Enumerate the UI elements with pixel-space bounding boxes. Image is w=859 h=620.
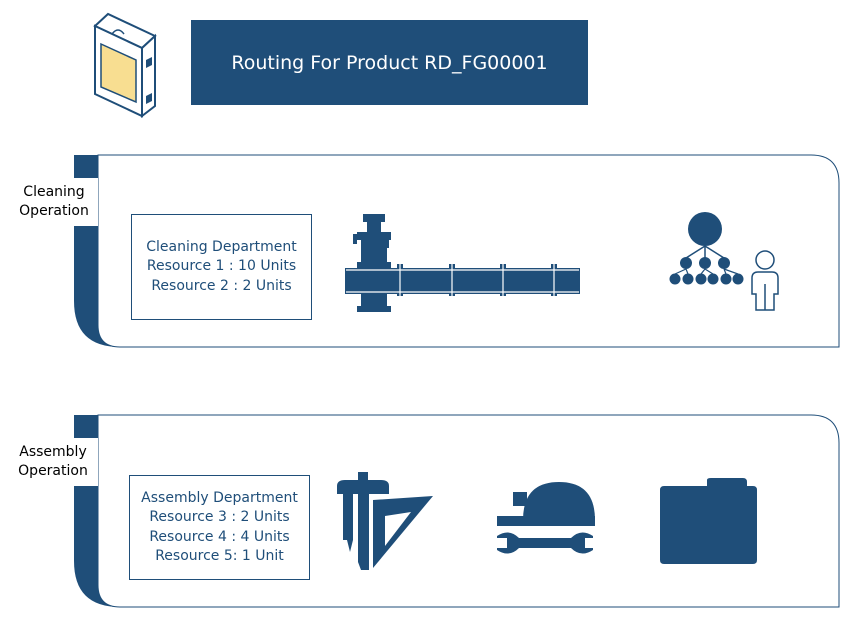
drafting-tools-icon — [337, 472, 433, 570]
department-name: Cleaning Department — [146, 238, 297, 255]
hardhat-wrench-icon — [495, 482, 597, 554]
page-title: Routing For Product RD_FG00001 — [191, 20, 588, 105]
resource-line: Resource 5: 1 Unit — [155, 548, 284, 564]
folder-icon — [660, 478, 757, 564]
cleaning-department-box: Cleaning Department Resource 1 : 10 Unit… — [131, 214, 312, 320]
org-hierarchy-user-icon — [669, 212, 779, 311]
assembly-department-box: Assembly Department Resource 3 : 2 Units… — [129, 475, 310, 580]
product-box-icon — [93, 12, 157, 119]
resource-line: Resource 3 : 2 Units — [149, 509, 290, 525]
resource-line: Resource 1 : 10 Units — [146, 258, 297, 275]
department-name: Assembly Department — [141, 489, 298, 506]
assembly-operation-label: Assembly Operation — [8, 438, 98, 486]
cleaning-operation-label: Cleaning Operation — [10, 178, 98, 226]
resource-line: Resource 2 : 2 Units — [151, 277, 292, 294]
pipe-valve-icon — [345, 214, 580, 312]
resource-line: Resource 4 : 4 Units — [149, 528, 290, 545]
